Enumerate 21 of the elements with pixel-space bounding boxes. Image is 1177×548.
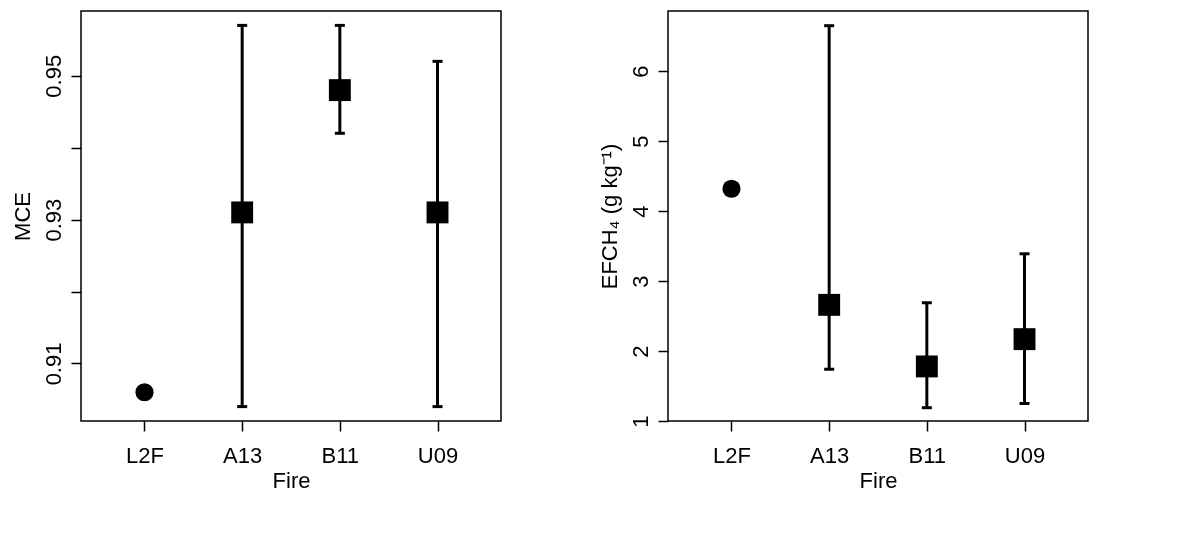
x-tick-label: L2F xyxy=(126,442,164,468)
y-tick-label: 0.95 xyxy=(40,54,66,98)
x-tick-label: U09 xyxy=(1004,442,1046,468)
x-axis-title: Fire xyxy=(859,467,898,493)
x-tick-label: L2F xyxy=(713,442,751,468)
y-tick-label: 0.91 xyxy=(40,342,66,386)
y-tick-label: 2 xyxy=(627,345,653,358)
y-tick-label: 5 xyxy=(627,135,653,148)
y-tick-label: 3 xyxy=(627,275,653,288)
y-axis-title: MCE xyxy=(9,192,35,241)
y-tick-label: 4 xyxy=(627,205,653,218)
y-axis-title: EFCH₄ (g kg⁻¹) xyxy=(596,143,622,290)
x-tick-label: B11 xyxy=(321,442,360,468)
y-tick-label: 1 xyxy=(627,415,653,428)
y-tick-label: 6 xyxy=(627,65,653,78)
x-tick-label: B11 xyxy=(908,442,947,468)
x-tick-label: U09 xyxy=(417,442,459,468)
x-axis-title: Fire xyxy=(272,467,311,493)
y-tick-label: 0.93 xyxy=(40,198,66,242)
x-tick-label: A13 xyxy=(223,442,263,468)
x-tick-label: A13 xyxy=(810,442,850,468)
